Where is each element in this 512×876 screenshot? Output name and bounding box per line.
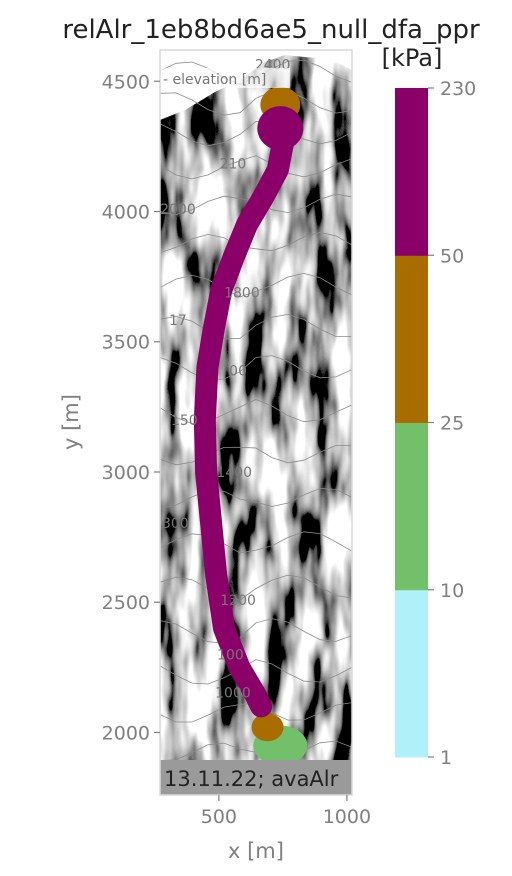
stamp-background (160, 760, 352, 795)
y-axis: 2000 2500 3000 3500 4000 4500 (102, 71, 160, 744)
zone-25-50-runout (251, 713, 284, 742)
contour-line (160, 90, 352, 116)
chart-title: relAlr_1eb8bd6ae5_null_dfa_ppr (62, 15, 480, 45)
contour-label: 17 (169, 313, 187, 329)
contour-line (160, 272, 352, 298)
contour-label: 1400 (216, 465, 252, 481)
plot-area: 2400210200018001700150140030012001000100… (160, 50, 352, 795)
contour-label: 150 (171, 413, 198, 429)
y-tick-label: 4500 (102, 71, 150, 93)
zone-50-230-release (257, 106, 304, 151)
contour-line (160, 574, 352, 601)
contour-line (160, 618, 352, 644)
y-tick-label: 2000 (102, 722, 150, 744)
colorbar-tick-label: 10 (440, 580, 464, 602)
contour-label: 1200 (220, 593, 256, 609)
contour-legend-box (160, 68, 290, 88)
contour-line (160, 659, 352, 685)
contour-line (160, 231, 352, 254)
y-tick-label: 2500 (102, 592, 150, 614)
colorbar-tick-label: 230 (440, 78, 476, 100)
contour-line (160, 398, 352, 425)
contour-label: 1800 (224, 285, 260, 301)
contour-line (160, 488, 352, 509)
colorbar-segment (395, 255, 428, 423)
plot-frame (159, 49, 353, 796)
colorbar-tick-label: 1 (440, 747, 452, 769)
x-tick-label: 500 (201, 806, 237, 828)
y-tick-label: 3000 (102, 462, 150, 484)
contour-line (160, 155, 352, 180)
stamp-text: 13.11.22; avaAlr (164, 767, 339, 791)
contour-line (160, 313, 352, 339)
y-axis-label: y [m] (59, 394, 83, 450)
contour-label: 1000 (215, 685, 251, 701)
contour-label: 300 (162, 516, 189, 532)
x-axis-label: x [m] (228, 839, 284, 863)
contour-label: 2000 (160, 202, 196, 218)
contour-label: 00 (229, 364, 247, 380)
contour-label: 100 (217, 648, 244, 664)
x-axis: 500 1000 (201, 795, 371, 828)
flow-path-50-230 (193, 111, 294, 718)
x-tick-label: 1000 (323, 806, 371, 828)
colorbar-tick-label: 25 (440, 413, 464, 435)
colorbar-segment (395, 589, 428, 758)
colorbar-tick-label: 50 (440, 245, 464, 267)
contour-line (160, 355, 352, 381)
colorbar-unit: [kPa] (382, 44, 443, 72)
terrain-hillshade (160, 55, 352, 760)
colorbar-segment (395, 422, 428, 591)
colorbar: 1 10 25 50 230 (395, 78, 476, 769)
contour-line (160, 445, 352, 466)
contour-label: 210 (220, 157, 247, 173)
colorbar-segment (395, 88, 428, 256)
contour-legend-text: - elevation [m] (163, 72, 266, 88)
y-tick-label: 3500 (102, 332, 150, 354)
y-tick-label: 4000 (102, 202, 150, 224)
contour-line (160, 531, 352, 554)
contour-labels: 2400210200018001700150140030012001000100… (160, 58, 290, 775)
contour-line (160, 120, 352, 147)
